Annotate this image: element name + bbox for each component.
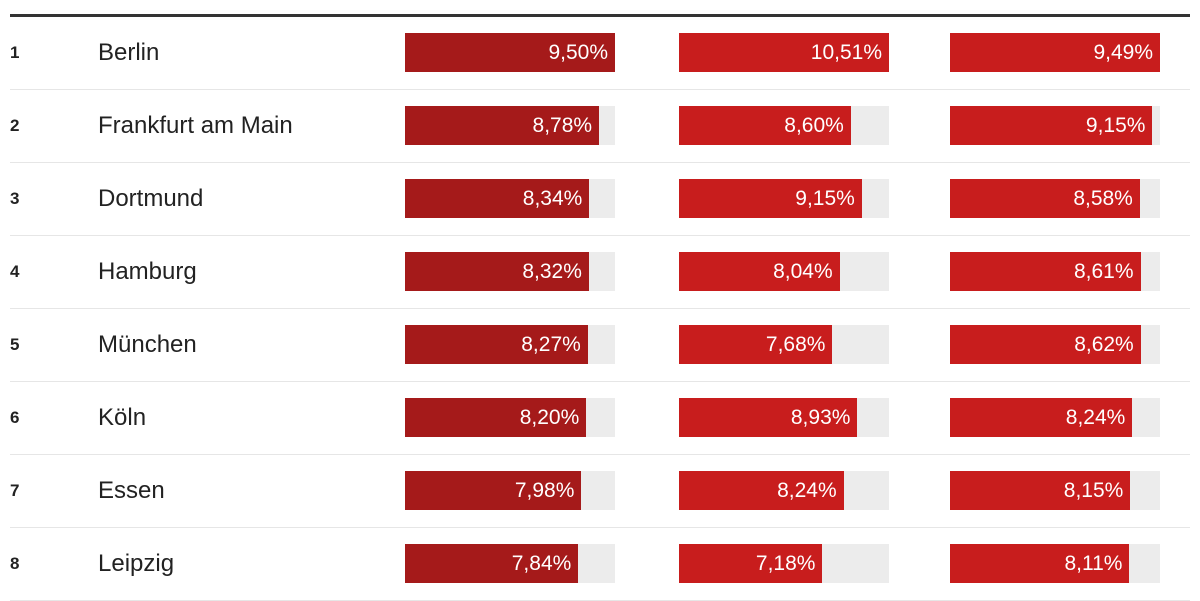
bar: 8,61% [950,252,1141,291]
bar-track: 8,61% [950,252,1160,291]
bar-track: 8,78% [405,106,615,145]
data-label: 9,15% [1085,114,1146,137]
ranking-table: 1 Berlin 9,50% 10,51% 9,49% 2 Frankfurt am Mai… [10,14,1190,601]
rank-label: 6 [10,408,20,427]
data-label: 8,93% [790,406,851,429]
bar-track: 8,62% [950,325,1160,364]
rank-label: 7 [10,481,20,500]
data-label: 7,18% [755,552,816,575]
data-label: 8,20% [519,406,580,429]
city-label: München [98,331,197,358]
bar-track: 8,24% [950,398,1160,437]
data-label: 8,78% [532,114,593,137]
bar: 9,15% [679,179,862,218]
city-label: Köln [98,404,147,431]
bar: 8,11% [950,544,1130,583]
table-row: 3 Dortmund 8,34% 9,15% 8,58% [10,163,1190,236]
city-label: Frankfurt am Main [98,112,293,139]
rank-label: 3 [10,189,20,208]
data-label: 8,32% [522,260,582,283]
bar: 10,51% [679,33,889,72]
data-label: 8,24% [777,479,837,502]
city-label: Essen [98,477,165,504]
bar: 8,60% [679,106,851,145]
bar: 8,15% [950,471,1131,510]
bar: 9,50% [405,33,615,72]
city-label: Dortmund [98,185,204,212]
data-label: 9,49% [1093,41,1153,64]
data-label: 7,68% [765,333,826,356]
bar-track: 8,60% [679,106,889,145]
bar-track: 8,11% [950,544,1160,583]
bar: 7,18% [679,544,823,583]
bar-track: 9,50% [405,33,615,72]
bar: 8,20% [405,398,587,437]
table-row: 5 München 8,27% 7,68% 8,62% [10,309,1190,382]
bar-track: 8,93% [679,398,889,437]
data-label: 10,51% [810,41,882,64]
bar-track: 8,27% [405,325,615,364]
bar-track: 8,58% [950,179,1160,218]
bar: 8,62% [950,325,1141,364]
table-row: 6 Köln 8,20% 8,93% 8,24% [10,382,1190,455]
table-row: 7 Essen 7,98% 8,24% 8,15% [10,455,1190,528]
bar: 8,78% [405,106,600,145]
data-label: 8,11% [1064,552,1123,575]
table-row: 2 Frankfurt am Main 8,78% 8,60% 9,15% [10,90,1190,163]
bar-track: 8,32% [405,252,615,291]
data-label: 8,15% [1063,479,1124,502]
bar-track: 8,20% [405,398,615,437]
bar-track: 7,98% [405,471,615,510]
data-label: 8,34% [522,187,583,210]
data-label: 9,15% [795,187,855,210]
bar: 8,93% [679,398,858,437]
city-label: Leipzig [98,550,175,577]
bar-track: 7,18% [679,544,889,583]
bar: 8,24% [679,471,844,510]
bar: 7,84% [405,544,579,583]
bar-track: 8,34% [405,179,615,218]
bar: 8,27% [405,325,588,364]
bar: 7,98% [405,471,582,510]
bar: 8,24% [950,398,1133,437]
bar: 8,58% [950,179,1140,218]
data-label: 8,27% [521,333,581,356]
bar-track: 8,04% [679,252,889,291]
bar-track: 7,84% [405,544,615,583]
bar: 8,34% [405,179,590,218]
bar-track: 9,15% [679,179,889,218]
bar: 8,32% [405,252,589,291]
city-label: Berlin [98,39,160,66]
rank-label: 4 [10,262,20,281]
bar-track: 7,68% [679,325,889,364]
data-label: 8,24% [1065,406,1126,429]
bar: 8,04% [679,252,840,291]
bar-track: 8,15% [950,471,1160,510]
data-label: 8,61% [1073,260,1134,283]
data-label: 9,50% [548,41,608,64]
bar: 7,68% [679,325,833,364]
bar-track: 10,51% [679,33,889,72]
data-label: 8,04% [773,260,833,283]
data-label: 8,58% [1073,187,1133,210]
bar-track: 9,15% [950,106,1160,145]
rank-label: 5 [10,335,20,354]
table-row: 8 Leipzig 7,84% 7,18% 8,11% [10,528,1190,601]
data-label: 8,62% [1074,333,1134,356]
rank-label: 1 [10,43,20,62]
bar-track: 9,49% [950,33,1160,72]
table-row: 4 Hamburg 8,32% 8,04% 8,61% [10,236,1190,309]
data-label: 8,60% [784,114,844,137]
bar: 9,49% [950,33,1160,72]
rank-label: 2 [10,116,20,135]
data-label: 7,98% [514,479,575,502]
bar-track: 8,24% [679,471,889,510]
bar: 9,15% [950,106,1153,145]
table-row: 1 Berlin 9,50% 10,51% 9,49% [10,17,1190,90]
rank-label: 8 [10,554,20,573]
data-label: 7,84% [511,552,572,575]
city-label: Hamburg [98,258,197,285]
